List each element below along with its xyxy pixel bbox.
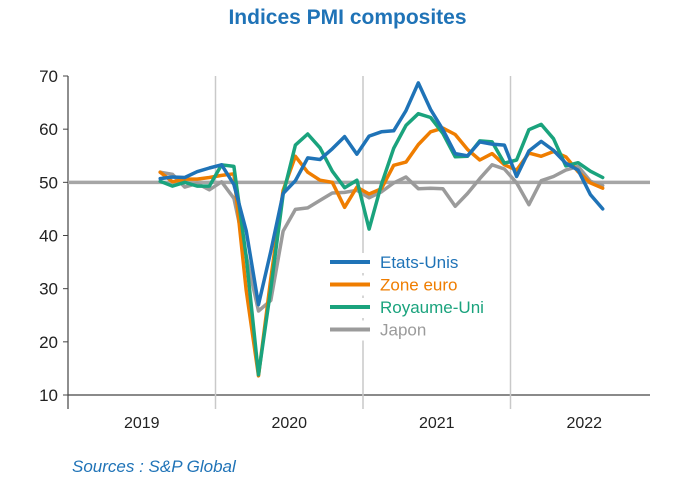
x-tick-label: 2020	[271, 415, 307, 432]
legend-label: Etats-Unis	[380, 253, 458, 272]
series-lines	[158, 81, 605, 378]
legend-label: Royaume-Uni	[380, 298, 484, 317]
y-tick-label: 10	[39, 386, 58, 405]
y-tick-label: 70	[39, 67, 58, 86]
x-tick-label: 2019	[124, 415, 160, 432]
chart-title: Indices PMI composites	[228, 6, 467, 29]
legend-label: Zone euro	[380, 276, 458, 295]
y-tick-label: 50	[39, 173, 58, 192]
y-tick-label: 30	[39, 280, 58, 299]
y-tick-label: 60	[39, 120, 58, 139]
series-line-etats-unis	[158, 81, 605, 307]
x-tick-label: 2022	[566, 415, 602, 432]
axes: 10 20 30 40 50 60 70 2019 2020 2021 2022	[39, 67, 650, 432]
y-tick-label: 20	[39, 333, 58, 352]
series-line-japon	[158, 163, 605, 313]
series-line-royaume-uni	[158, 111, 605, 377]
source-note: Sources : S&P Global	[72, 457, 236, 476]
x-tick-label: 2021	[419, 415, 455, 432]
legend-label: Japon	[380, 321, 426, 340]
legend: Etats-Unis Zone euro Royaume-Uni Japon	[322, 253, 484, 341]
y-tick-label: 40	[39, 227, 58, 246]
